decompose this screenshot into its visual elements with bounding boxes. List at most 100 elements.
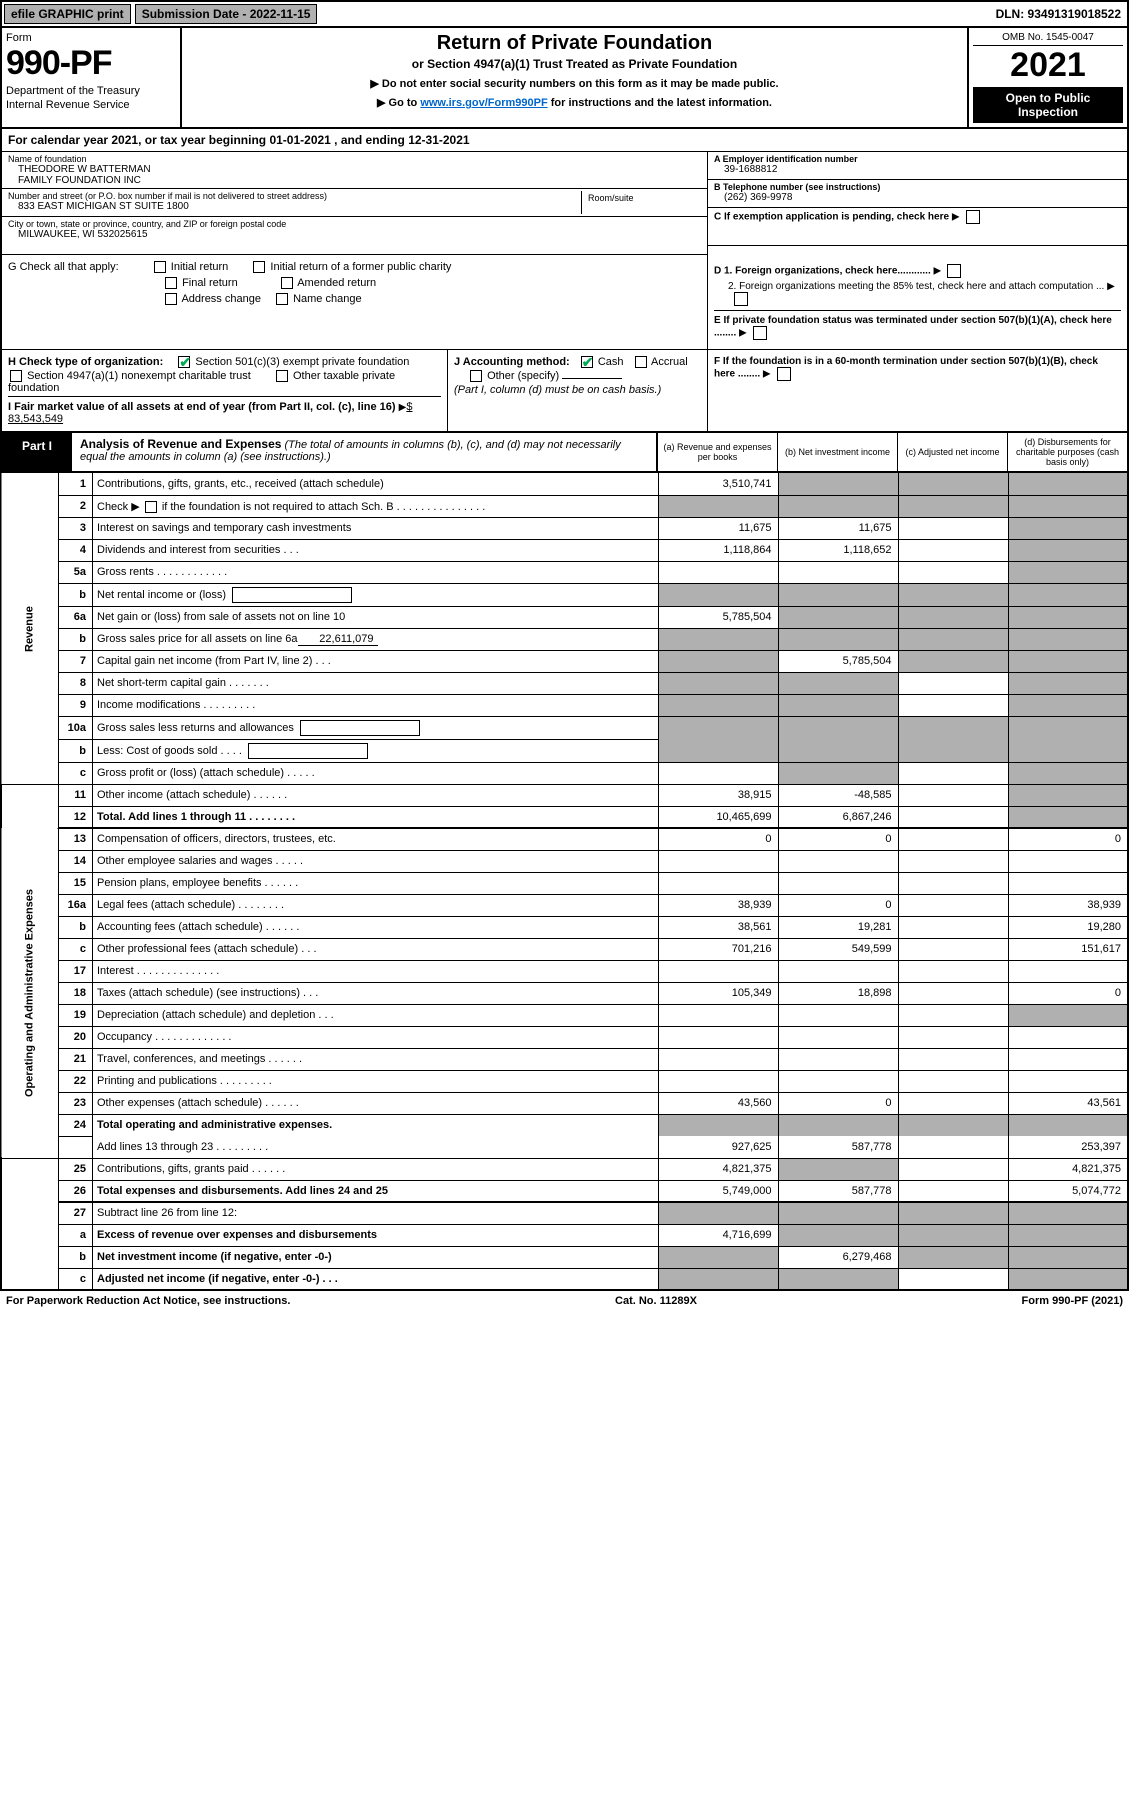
part-1-header: Part I Analysis of Revenue and Expenses … (0, 433, 1129, 473)
initial-return-checkbox[interactable] (154, 261, 166, 273)
city-row: City or town, state or province, country… (2, 217, 707, 255)
check-section: G Check all that apply: Initial return I… (0, 255, 1129, 350)
top-bar: efile GRAPHIC print Submission Date - 20… (0, 0, 1129, 28)
efile-print-button[interactable]: efile GRAPHIC print (4, 4, 131, 24)
info-block: Name of foundation THEODORE W BATTERMAN … (0, 152, 1129, 255)
line-16b: bAccounting fees (attach schedule) . . .… (1, 916, 1128, 938)
exemption-pending-row: C If exemption application is pending, c… (708, 208, 1127, 246)
line-16a: 16aLegal fees (attach schedule) . . . . … (1, 894, 1128, 916)
amended-return-checkbox[interactable] (281, 277, 293, 289)
tax-year-begin: 01-01-2021 (269, 133, 330, 147)
line-10a-box (300, 720, 420, 736)
line-21: 21Travel, conferences, and meetings . . … (1, 1048, 1128, 1070)
line-9: 9Income modifications . . . . . . . . . (1, 694, 1128, 716)
line-10c: cGross profit or (loss) (attach schedule… (1, 762, 1128, 784)
address-row: Number and street (or P.O. box number if… (2, 189, 707, 217)
line-24-sub: Add lines 13 through 23 . . . . . . . . … (1, 1136, 1128, 1158)
line-8: 8Net short-term capital gain . . . . . .… (1, 672, 1128, 694)
form-header: Form 990-PF Department of the Treasury I… (0, 28, 1129, 129)
line-11: 11Other income (attach schedule) . . . .… (1, 784, 1128, 806)
page-footer: For Paperwork Reduction Act Notice, see … (0, 1291, 1129, 1311)
foreign-85-checkbox[interactable] (734, 292, 748, 306)
line-1: Revenue 1 Contributions, gifts, grants, … (1, 473, 1128, 495)
part-1-label: Part I (2, 433, 72, 471)
line-17: 17Interest . . . . . . . . . . . . . . (1, 960, 1128, 982)
catalog-number: Cat. No. 11289X (615, 1295, 697, 1307)
foreign-org-checkbox[interactable] (947, 264, 961, 278)
line-18: 18Taxes (attach schedule) (see instructi… (1, 982, 1128, 1004)
telephone-value: (262) 369-9978 (724, 192, 1121, 203)
status-terminated-checkbox[interactable] (753, 326, 767, 340)
line-10a: 10aGross sales less returns and allowanc… (1, 716, 1128, 739)
calendar-year-row: For calendar year 2021, or tax year begi… (0, 129, 1129, 152)
form-label: Form (6, 32, 176, 44)
col-a-header: (a) Revenue and expenses per books (657, 433, 777, 471)
tax-year: 2021 (973, 46, 1123, 85)
line-16c: cOther professional fees (attach schedul… (1, 938, 1128, 960)
line-7: 7Capital gain net income (from Part IV, … (1, 650, 1128, 672)
line-27b: bNet investment income (if negative, ent… (1, 1246, 1128, 1268)
dept-treasury: Department of the Treasury (6, 85, 176, 97)
cash-basis-note: (Part I, column (d) must be on cash basi… (454, 384, 701, 396)
part-1-table: Revenue 1 Contributions, gifts, grants, … (0, 473, 1129, 1291)
room-suite-label: Room/suite (588, 193, 695, 203)
60-month-checkbox[interactable] (777, 367, 791, 381)
line-5b-box (232, 587, 352, 603)
g-checks: G Check all that apply: Initial return I… (2, 255, 707, 349)
line-22: 22Printing and publications . . . . . . … (1, 1070, 1128, 1092)
form-note-2: ▶ Go to www.irs.gov/Form990PF for instru… (190, 96, 959, 109)
line-6b: bGross sales price for all assets on lin… (1, 628, 1128, 650)
line-23: 23Other expenses (attach schedule) . . .… (1, 1092, 1128, 1114)
street-address: 833 EAST MICHIGAN ST SUITE 1800 (18, 201, 581, 212)
line-4: 4Dividends and interest from securities … (1, 539, 1128, 561)
col-d-header: (d) Disbursements for charitable purpose… (1007, 433, 1127, 471)
initial-return-former-checkbox[interactable] (253, 261, 265, 273)
ein-value: 39-1688812 (724, 164, 1121, 175)
col-b-header: (b) Net investment income (777, 433, 897, 471)
line-10b-box (248, 743, 368, 759)
line-15: 15Pension plans, employee benefits . . .… (1, 872, 1128, 894)
hij-section: H Check type of organization: Section 50… (0, 350, 1129, 433)
line-24: 24Total operating and administrative exp… (1, 1114, 1128, 1136)
submission-date-label: Submission Date - 2022-11-15 (135, 4, 318, 24)
foundation-name-2: FAMILY FOUNDATION INC (18, 175, 701, 186)
501c3-checkbox[interactable] (178, 356, 190, 368)
part-1-title: Analysis of Revenue and Expenses (The to… (72, 433, 656, 471)
exemption-checkbox[interactable] (966, 210, 980, 224)
line-2: 2 Check ▶ if the foundation is not requi… (1, 495, 1128, 517)
line-5b: bNet rental income or (loss) (1, 583, 1128, 606)
form-title: Return of Private Foundation (190, 32, 959, 55)
other-method-checkbox[interactable] (470, 370, 482, 382)
paperwork-notice: For Paperwork Reduction Act Notice, see … (6, 1295, 290, 1307)
cash-checkbox[interactable] (581, 356, 593, 368)
form-number: 990-PF (6, 44, 176, 83)
line-27: 27Subtract line 26 from line 12: (1, 1202, 1128, 1224)
line-26: 26Total expenses and disbursements. Add … (1, 1180, 1128, 1202)
address-change-checkbox[interactable] (165, 293, 177, 305)
form-header-left: Form 990-PF Department of the Treasury I… (2, 28, 182, 127)
name-change-checkbox[interactable] (276, 293, 288, 305)
open-inspection-label: Open to Public Inspection (973, 87, 1123, 123)
line-3: 3Interest on savings and temporary cash … (1, 517, 1128, 539)
city-state-zip: MILWAUKEE, WI 532025615 (18, 229, 701, 240)
form-header-center: Return of Private Foundation or Section … (182, 28, 967, 127)
line-27a: aExcess of revenue over expenses and dis… (1, 1224, 1128, 1246)
omb-number: OMB No. 1545-0047 (973, 32, 1123, 46)
line-1-a: 3,510,741 (658, 473, 778, 495)
line-13: Operating and Administrative Expenses 13… (1, 828, 1128, 850)
telephone-row: B Telephone number (see instructions) (2… (708, 180, 1127, 208)
accrual-checkbox[interactable] (635, 356, 647, 368)
line-19: 19Depreciation (attach schedule) and dep… (1, 1004, 1128, 1026)
tax-year-end: 12-31-2021 (408, 133, 469, 147)
form-subtitle: or Section 4947(a)(1) Trust Treated as P… (190, 57, 959, 71)
revenue-tab: Revenue (1, 473, 59, 784)
foundation-name-row: Name of foundation THEODORE W BATTERMAN … (2, 152, 707, 189)
other-taxable-checkbox[interactable] (276, 370, 288, 382)
line-20: 20Occupancy . . . . . . . . . . . . . (1, 1026, 1128, 1048)
final-return-checkbox[interactable] (165, 277, 177, 289)
dln-label: DLN: 93491319018522 (990, 5, 1127, 23)
irs-link[interactable]: www.irs.gov/Form990PF (420, 97, 547, 109)
line-14: 14Other employee salaries and wages . . … (1, 850, 1128, 872)
sch-b-checkbox[interactable] (145, 501, 157, 513)
4947a1-checkbox[interactable] (10, 370, 22, 382)
